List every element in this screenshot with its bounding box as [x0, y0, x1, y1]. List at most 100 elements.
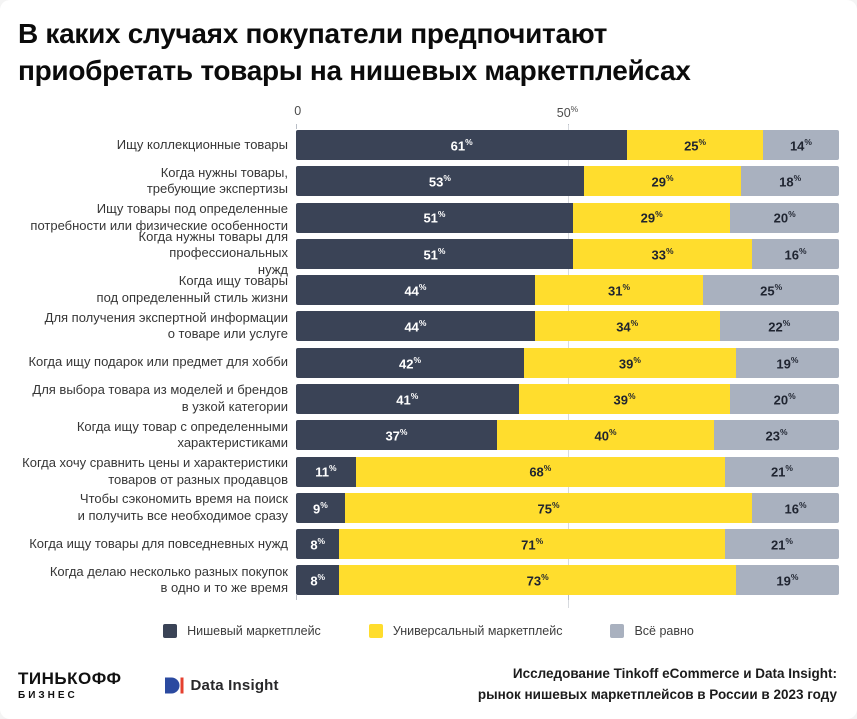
stacked-bar: 8% 71% 21%: [296, 529, 839, 560]
value-label: 75%: [537, 499, 560, 517]
stacked-bar: 51% 33% 16%: [296, 238, 839, 269]
value-label: 61%: [450, 136, 473, 154]
legend-item-niche: Нишевый маркетплейс: [163, 624, 321, 639]
bar-segment-niche: 44%: [296, 311, 535, 342]
stacked-bar: 42% 39% 19%: [296, 347, 839, 378]
bar-segment-any: 19%: [735, 347, 839, 378]
bar-segment-any: 22%: [719, 311, 839, 342]
stacked-bar: 53% 29% 18%: [296, 166, 839, 197]
value-label: 51%: [423, 245, 446, 262]
chart-title: В каких случаях покупатели предпочитают …: [18, 18, 691, 86]
legend-item-any: Всё равно: [610, 624, 694, 639]
axis: 0 50%: [18, 104, 839, 129]
chart-row: Для выбора товара из моделей и брендов в…: [18, 382, 839, 414]
value-label: 8%: [310, 536, 326, 553]
bar-segment-universal: 73%: [339, 565, 736, 596]
bar-segment-niche: 41%: [296, 383, 519, 414]
chart-body: Ищу коллекционные товары 61% 25% 14% Когда н…: [18, 124, 839, 609]
value-label: 21%: [770, 536, 793, 553]
bar-segment-any: 14%: [762, 129, 839, 160]
bar-segment-niche: 8%: [296, 565, 340, 596]
bar-segment-universal: 40%: [496, 420, 715, 451]
bar-segment-any: 20%: [730, 383, 839, 414]
bar-segment-any: 16%: [752, 492, 839, 523]
bar-segment-niche: 44%: [296, 275, 535, 306]
bar-segment-any: 16%: [752, 238, 839, 269]
bar-segment-any: 21%: [724, 456, 839, 487]
value-label: 44%: [404, 281, 427, 299]
chart-row: Когда нужны товары, требующие экспертизы…: [18, 165, 839, 197]
bar-segment-universal: 39%: [518, 383, 731, 414]
datainsight-logo: Data Insight: [164, 677, 279, 694]
bar-segment-universal: 33%: [572, 238, 753, 269]
bottom-tickmark-50: [567, 595, 569, 601]
bar-segment-universal: 39%: [524, 347, 736, 378]
bar-segment-universal: 29%: [583, 166, 742, 197]
bar-segment-niche: 9%: [296, 492, 345, 523]
stacked-bar: 44% 31% 25%: [296, 275, 839, 306]
value-label: 51%: [423, 209, 446, 226]
category-label: Когда нужны товары для профессиональных …: [138, 228, 288, 278]
value-label: 53%: [428, 173, 451, 190]
bar-segment-niche: 53%: [296, 166, 584, 197]
legend-swatch-any: [610, 624, 625, 639]
value-label: 11%: [315, 463, 337, 480]
legend-item-universal: Универсальный маркетплейс: [368, 624, 563, 639]
stacked-bar: 11% 68% 21%: [296, 456, 839, 487]
bar-segment-any: 18%: [741, 166, 839, 197]
chart-row: Когда ищу товары под определенный стиль …: [18, 273, 839, 306]
bar-segment-niche: 8%: [296, 529, 340, 560]
legend-swatch-niche: [163, 624, 178, 639]
bar-segment-universal: 75%: [344, 492, 753, 523]
value-label: 25%: [760, 281, 783, 299]
stacked-bar: 51% 29% 20%: [296, 202, 839, 233]
value-label: 20%: [773, 390, 796, 408]
bar-segment-niche: 51%: [296, 238, 573, 269]
bottom-tickmark-0: [296, 595, 297, 601]
category-label: Для выбора товара из моделей и брендов в…: [32, 382, 288, 414]
chart-row: Когда ищу товар с определенными характер…: [18, 418, 839, 451]
legend-label: Всё равно: [634, 624, 694, 639]
category-label: Ищу коллекционные товары: [116, 136, 288, 152]
chart-row: Когда ищу товары для повседневных нужд 8%…: [18, 529, 839, 560]
bar-segment-any: 20%: [730, 202, 839, 233]
value-label: 31%: [608, 281, 631, 299]
value-label: 29%: [651, 173, 674, 190]
bar-segment-universal: 71%: [339, 529, 725, 560]
bar-segment-niche: 51%: [296, 202, 573, 233]
value-label: 42%: [399, 354, 422, 371]
axis-tickmark-0: [296, 123, 297, 129]
value-label: 29%: [640, 209, 663, 226]
stacked-bar: 8% 73% 19%: [296, 565, 839, 596]
legend-swatch-universal: [368, 624, 383, 639]
value-label: 39%: [613, 390, 636, 408]
chart-row: Чтобы сэкономить время на поиск и получи…: [18, 491, 839, 523]
value-label: 25%: [684, 136, 707, 154]
bar-segment-universal: 68%: [355, 456, 725, 487]
value-label: 16%: [784, 499, 807, 517]
value-label: 16%: [784, 245, 807, 262]
value-label: 19%: [776, 572, 799, 589]
chart-row: Когда ищу подарок или предмет для хобби 4…: [18, 347, 839, 378]
category-label: Когда ищу товар с определенными характер…: [76, 418, 288, 451]
value-label: 21%: [770, 463, 793, 480]
bar-segment-niche: 37%: [296, 420, 497, 451]
chart-row: Ищу коллекционные товары 61% 25% 14%: [18, 129, 839, 160]
legend-label: Универсальный маркетплейс: [392, 624, 563, 639]
value-label: 33%: [651, 245, 674, 262]
value-label: 71%: [521, 536, 544, 553]
bar-segment-any: 25%: [703, 275, 839, 306]
bar-segment-niche: 42%: [296, 347, 525, 378]
category-label: Когда делаю несколько разных покупок в о…: [49, 563, 288, 596]
value-label: 23%: [765, 427, 788, 444]
bar-segment-niche: 61%: [296, 129, 628, 160]
chart-rows: Ищу коллекционные товары 61% 25% 14% Когда н…: [18, 129, 839, 596]
value-label: 22%: [768, 318, 791, 335]
category-label: Чтобы сэкономить время на поиск и получи…: [77, 491, 288, 523]
value-label: 40%: [594, 427, 617, 444]
category-label: Когда ищу товары для повседневных нужд: [29, 535, 288, 551]
source-text: Исследование Tinkoff eCommerce и Data In…: [477, 666, 837, 703]
bar-segment-niche: 11%: [296, 456, 356, 487]
axis-spacer: [18, 104, 296, 124]
